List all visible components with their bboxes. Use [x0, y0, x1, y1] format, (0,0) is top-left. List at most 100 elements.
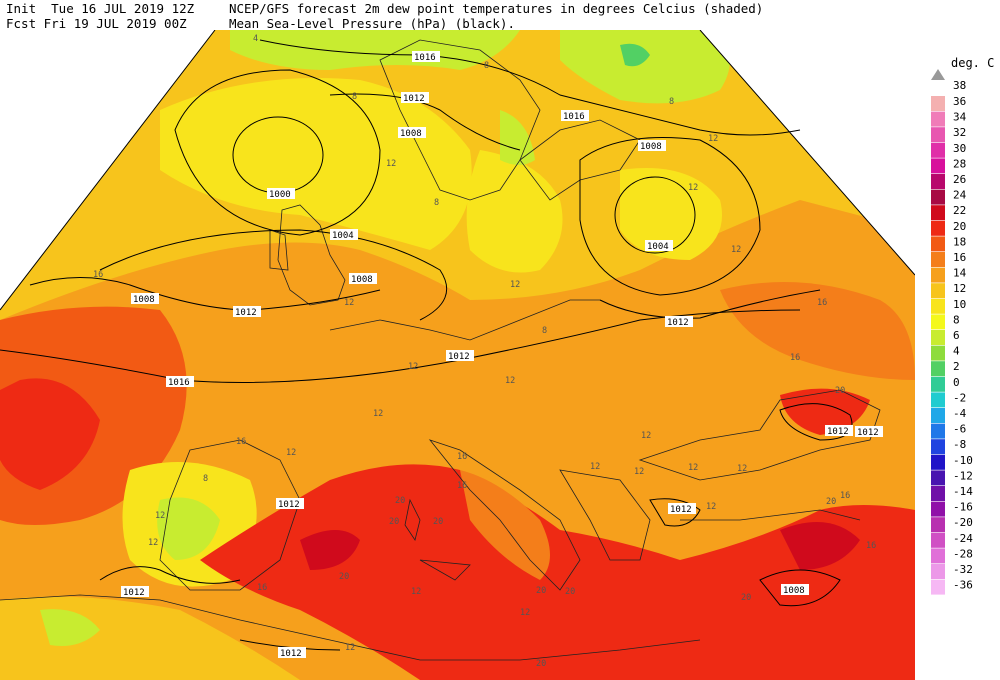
map-title: NCEP/GFS forecast 2m dew point temperatu… — [229, 1, 763, 31]
colorbar-levels: 363432302826242220181614121086420-2-4-6-… — [931, 95, 973, 595]
colorbar-swatch — [931, 579, 945, 595]
dewpoint-label: 16 — [236, 437, 246, 447]
isobar-label: 1012 — [670, 505, 692, 515]
colorbar-swatch — [931, 142, 945, 158]
dewpoint-label: 12 — [634, 467, 644, 477]
colorbar-swatch — [931, 174, 945, 189]
isobar-label: 1012 — [857, 428, 879, 438]
coastlines — [0, 39, 881, 661]
dewpoint-label: 12 — [373, 409, 383, 419]
dewpoint-label: 12 — [286, 448, 296, 458]
colorbar-swatch — [931, 548, 945, 564]
dewpoint-label: 8 — [352, 92, 357, 102]
colorbar-label: 12 — [953, 282, 966, 295]
dewpoint-label: 12 — [688, 463, 698, 473]
dewpoint-label: 16 — [817, 298, 827, 308]
colorbar-label: 18 — [953, 235, 966, 248]
dewpoint-label: 4 — [253, 34, 258, 44]
colorbar-swatch — [931, 96, 945, 111]
dewpoint-label: 16 — [866, 541, 876, 551]
colorbar-swatch — [931, 314, 945, 330]
dewpoint-label: 20 — [536, 659, 546, 669]
colorbar-swatch — [931, 158, 945, 174]
dewpoint-label: 12 — [408, 362, 418, 372]
colorbar-swatch — [931, 298, 945, 314]
colorbar-swatch — [931, 501, 945, 517]
isobar-label: 1016 — [414, 53, 436, 63]
colorbar-swatch — [931, 283, 945, 299]
colorbar-label: 26 — [953, 173, 966, 186]
dewpoint-label: 8 — [669, 97, 674, 107]
colorbar-swatch — [931, 517, 945, 533]
colorbar-swatch — [931, 330, 945, 345]
dewpoint-label: 20 — [433, 517, 443, 527]
colorbar-top-arrow — [931, 69, 945, 80]
dewpoint-label: 12 — [155, 511, 165, 521]
dewpoint-label: 16 — [257, 583, 267, 593]
dewpoint-label: 12 — [510, 280, 520, 290]
dewpoint-label: 20 — [835, 386, 845, 396]
isobar-label: 1008 — [783, 586, 805, 596]
colorbar-swatch — [931, 439, 945, 455]
isobar-label-layer: 1016 1012 1008 1000 1004 1008 1012 1016 … — [121, 51, 883, 659]
isobar-label: 1008 — [400, 129, 422, 139]
colorbar-swatch — [931, 376, 945, 392]
map-boundary — [0, 30, 915, 311]
dewpoint-label: 12 — [520, 608, 530, 618]
colorbar-label: 0 — [953, 376, 960, 389]
colorbar-label: -12 — [953, 469, 973, 482]
colorbar-swatch — [931, 454, 945, 470]
colorbar-unit: deg. C — [951, 56, 995, 70]
dewpoint-label: 16 — [93, 270, 103, 280]
colorbar-label: 32 — [953, 126, 966, 139]
isobar-label: 1012 — [448, 352, 470, 362]
dewpoint-label: 12 — [708, 134, 718, 144]
dewpoint-label: 16 — [457, 481, 467, 491]
colorbar-label: -14 — [953, 485, 973, 498]
dewpoint-map: 1016 1012 1008 1000 1004 1008 1012 1016 … — [0, 30, 915, 680]
dewpoint-label: 12 — [148, 538, 158, 548]
colorbar-label: -2 — [953, 391, 966, 404]
colorbar-label: -16 — [953, 501, 973, 514]
colorbar-swatch — [931, 127, 945, 143]
dewpoint-label: 8 — [434, 198, 439, 208]
forecast-time: Fcst Fri 19 JUL 2019 00Z — [6, 16, 187, 31]
colorbar-label: 8 — [953, 313, 960, 326]
dewpoint-label: 12 — [345, 643, 355, 653]
dewpoint-label: 20 — [741, 593, 751, 603]
dewpoint-label: 12 — [344, 298, 354, 308]
colorbar-label: 36 — [953, 95, 966, 108]
colorbar-label: -4 — [953, 407, 967, 420]
colorbar-label: -32 — [953, 563, 973, 576]
dewpoint-label: 12 — [505, 376, 515, 386]
isobar-label: 1012 — [235, 308, 257, 318]
dewpoint-label: 20 — [395, 496, 405, 506]
dewpoint-label: 12 — [737, 464, 747, 474]
run-info: Init Tue 16 JUL 2019 12Z Fcst Fri 19 JUL … — [6, 1, 194, 31]
dewpoint-label: 20 — [565, 587, 575, 597]
isobar-label: 1004 — [332, 231, 354, 241]
isobar-label: 1012 — [123, 588, 145, 598]
colorbar-label: 22 — [953, 204, 966, 217]
colorbar-swatch — [931, 408, 945, 423]
colorbar-label: -20 — [953, 516, 973, 529]
colorbar-label: 10 — [953, 298, 966, 311]
colorbar-label: -10 — [953, 454, 973, 467]
colorbar-label: 2 — [953, 360, 960, 373]
dewpoint-label: 16 — [457, 452, 467, 462]
dewpoint-label: 12 — [641, 431, 651, 441]
dewpoint-label: 8 — [484, 61, 489, 71]
colorbar-label: 6 — [953, 329, 960, 342]
colorbar-label: 24 — [953, 189, 967, 202]
colorbar-label: 20 — [953, 220, 966, 233]
colorbar-swatch — [931, 205, 945, 221]
colorbar-swatch — [931, 267, 945, 283]
dewpoint-label: 8 — [542, 326, 547, 336]
dewpoint-label: 12 — [386, 159, 396, 169]
dewpoint-label: 16 — [790, 353, 800, 363]
colorbar-label: 28 — [953, 157, 966, 170]
colorbar-label: -6 — [953, 423, 966, 436]
colorbar-top-value: 38 — [953, 79, 966, 92]
isobar-label: 1012 — [278, 500, 300, 510]
colorbar-swatch — [931, 532, 945, 548]
